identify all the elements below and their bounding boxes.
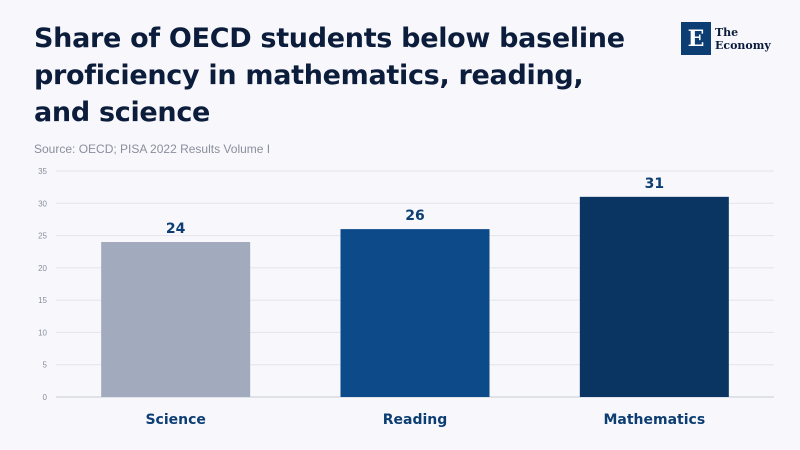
y-tick-label: 10 <box>38 328 47 337</box>
y-tick-label: 35 <box>38 167 47 176</box>
y-tick-label: 30 <box>38 199 47 208</box>
chart-bars <box>101 196 729 397</box>
y-axis-tick-labels: 0 5 10 15 20 25 30 35 <box>38 167 47 402</box>
y-tick-label: 20 <box>38 264 47 273</box>
y-tick-label: 25 <box>38 232 47 241</box>
category-label-science: Science <box>145 412 205 428</box>
brand-logo-text: The Economy <box>715 26 771 52</box>
x-axis-category-labels: Science Reading Mathematics <box>145 412 705 428</box>
brand-logo: E The Economy <box>681 22 771 55</box>
brand-logo-line-1: The <box>715 25 739 39</box>
bar-science <box>101 242 251 397</box>
bar-reading <box>340 229 490 397</box>
chart-title: Share of OECD students below baseline pr… <box>34 23 625 128</box>
y-tick-label: 0 <box>43 393 48 402</box>
brand-logo-mark: E <box>681 22 711 55</box>
data-label-reading: 26 <box>405 208 424 224</box>
y-tick-label: 15 <box>38 296 47 305</box>
chart-value-labels: 24 26 31 <box>166 176 664 237</box>
chart-source: Source: OECD; PISA 2022 Results Volume I <box>34 142 271 156</box>
data-label-mathematics: 31 <box>645 176 664 192</box>
category-label-mathematics: Mathematics <box>603 412 705 428</box>
y-tick-label: 5 <box>43 361 48 370</box>
data-label-science: 24 <box>166 221 186 237</box>
category-label-reading: Reading <box>383 412 448 428</box>
brand-logo-line-2: Economy <box>715 38 771 52</box>
bar-mathematics <box>579 196 729 397</box>
